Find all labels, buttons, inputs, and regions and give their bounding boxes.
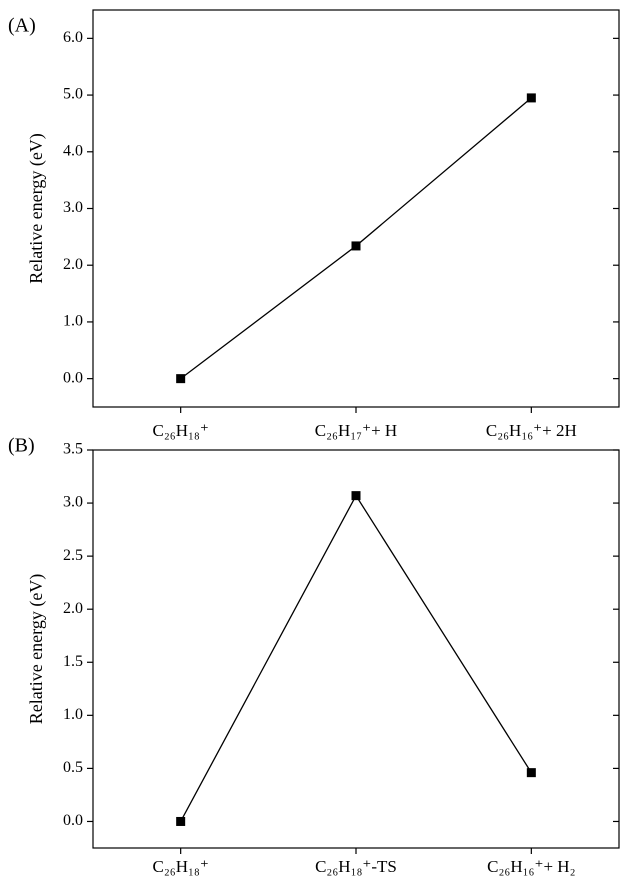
y-tick-label: 2.0 [63,600,83,617]
y-tick-label: 0.0 [63,369,83,386]
y-tick-label: 1.5 [63,653,83,670]
x-tick-label: C₂₆H₁₈⁺ [153,421,209,440]
data-point [527,768,536,777]
y-tick-label: 3.5 [63,441,83,458]
data-point [176,374,185,383]
data-point [527,93,536,102]
panel-label: (A) [8,15,36,37]
x-tick-label: C₂₆H₁₈⁺ [153,857,209,876]
x-tick-label: C₂₆H₁₇⁺+ H [315,421,397,440]
page: {"chart_data": [ {"type": "line", "panel… [0,0,624,882]
data-point [176,817,185,826]
data-line [181,496,532,822]
y-tick-label: 0.5 [63,759,83,776]
data-line [181,98,532,379]
x-tick-label: C₂₆H₁₆⁺+ 2H [486,421,577,440]
y-axis-title: Relative energy (eV) [26,574,47,725]
y-tick-label: 1.0 [63,313,83,330]
x-tick-label: C₂₆H₁₈⁺-TS [315,857,397,876]
panel-label: (B) [8,435,35,457]
y-tick-label: 3.0 [63,199,83,216]
figure: (A) Relative energy (eV) 0.0 1.0 2.0 3.0 4.0 5.… [0,0,624,882]
y-tick-label: 2.5 [63,547,83,564]
y-tick-label: 6.0 [63,29,83,46]
y-tick-label: 0.0 [63,812,83,829]
x-tick-label: C₂₆H₁₆⁺+ H₂ [487,857,575,876]
y-tick-label: 4.0 [63,142,83,159]
plot-frame [93,450,619,848]
y-tick-label: 5.0 [63,86,83,103]
plot-frame [93,10,619,407]
data-point [352,241,361,250]
data-point [352,491,361,500]
y-tick-label: 1.0 [63,706,83,723]
y-axis-title: Relative energy (eV) [26,133,47,284]
y-tick-label: 2.0 [63,256,83,273]
y-tick-label: 3.0 [63,494,83,511]
